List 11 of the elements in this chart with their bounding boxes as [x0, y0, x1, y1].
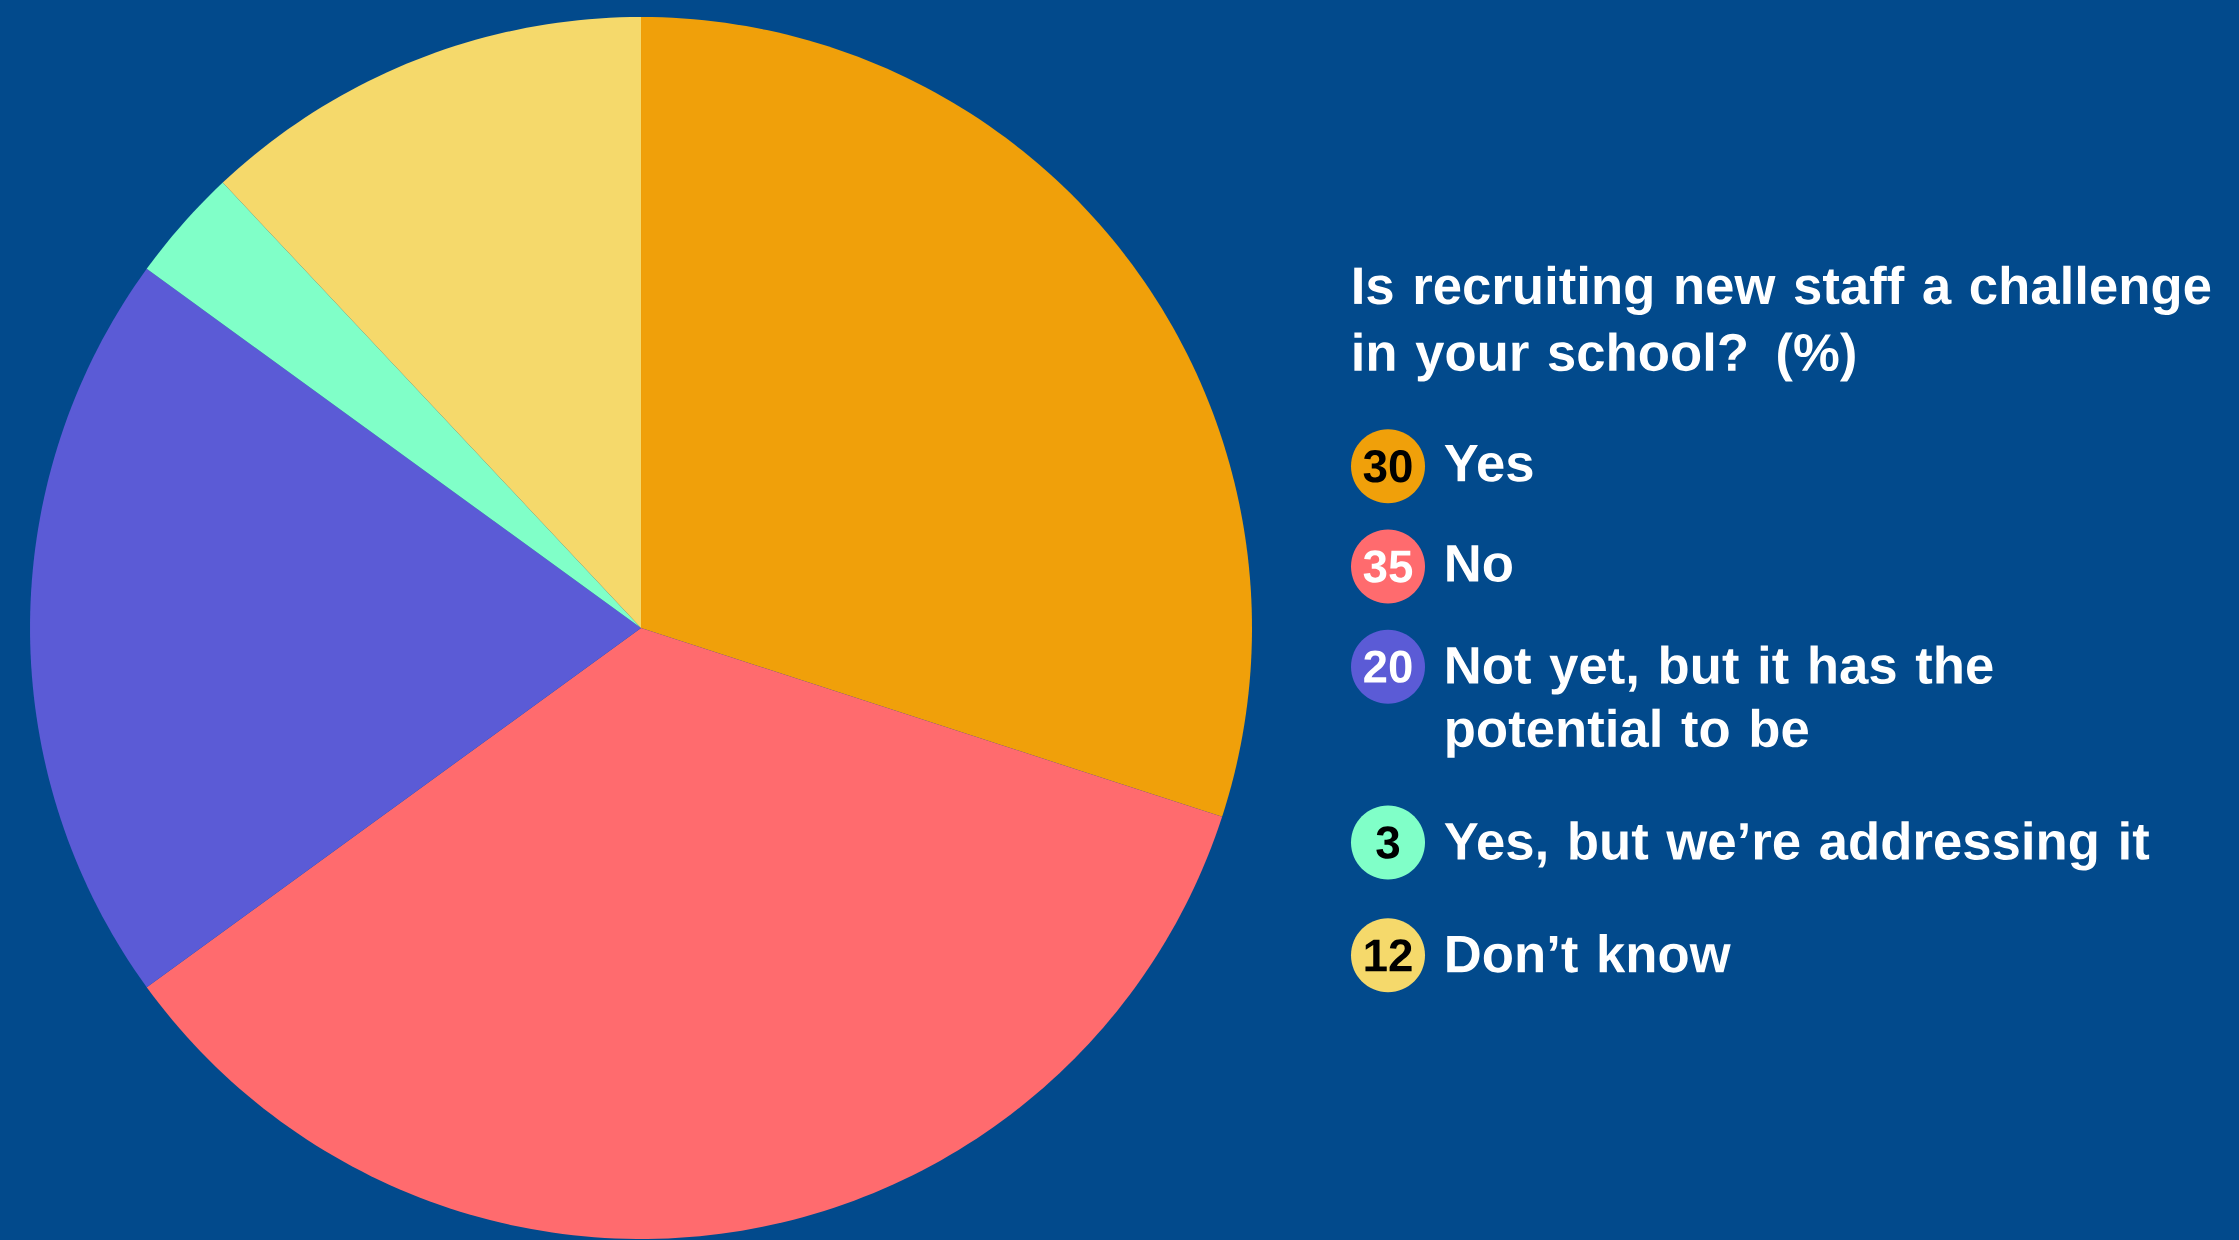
text: Is recruiting new staff a challenge in your school? (%)	[1354, 265, 2211, 382]
legend-label: Not yet, but it has the potential to be	[1447, 645, 1993, 758]
legend-label: Don’t know	[1447, 934, 1731, 973]
legend-label: No	[1447, 545, 1512, 582]
data-label: 30	[1363, 450, 1412, 483]
data-label: 12	[1365, 939, 1412, 972]
data-label: 35	[1363, 550, 1413, 583]
legend-label: Yes, but we’re addressing it	[1444, 821, 2150, 871]
data-label: 20	[1364, 650, 1412, 683]
legend-label: Yes	[1444, 445, 1533, 482]
data-label: 3	[1376, 826, 1400, 859]
